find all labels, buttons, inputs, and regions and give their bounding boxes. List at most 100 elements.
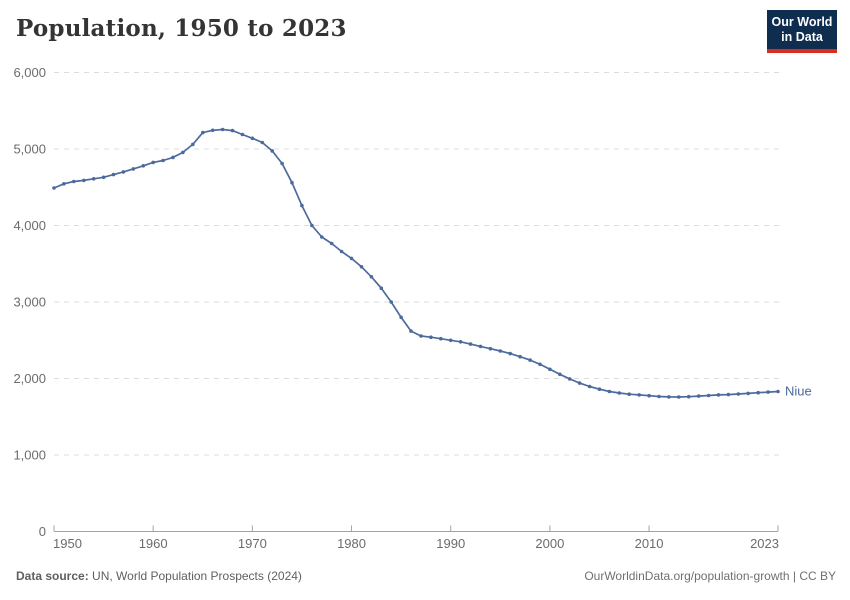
data-point-2016 <box>706 393 711 398</box>
data-point-1986 <box>409 329 413 333</box>
data-point-1968 <box>230 128 235 133</box>
data-point-1996 <box>508 351 512 356</box>
x-tick-label-1990: 1990 <box>436 536 465 551</box>
data-point-1997 <box>518 354 522 359</box>
data-point-1956 <box>111 172 116 177</box>
data-point-1951 <box>62 182 66 186</box>
data-source-text: UN, World Population Prospects (2024) <box>88 569 302 583</box>
data-point-2005 <box>597 387 602 392</box>
data-point-2021 <box>756 390 760 395</box>
data-point-1980 <box>349 256 354 261</box>
data-source-label: Data source: <box>16 569 89 583</box>
x-tick-label-1960: 1960 <box>139 536 168 551</box>
owid-logo-line1: Our World <box>771 15 833 29</box>
data-point-1977 <box>320 235 324 239</box>
data-point-1966 <box>210 128 215 133</box>
data-point-1961 <box>161 158 165 163</box>
data-point-1994 <box>488 346 493 351</box>
y-axis-tick-labels: 0 1,000 2,000 3,000 4,000 5,000 6,000 <box>13 65 46 539</box>
data-point-2003 <box>577 381 582 385</box>
population-line <box>53 128 779 398</box>
data-point-1971 <box>260 140 265 145</box>
y-tick-label-6,000: 6,000 <box>13 65 46 80</box>
data-point-2023 <box>776 389 780 394</box>
data-point-2006 <box>607 389 612 394</box>
data-point-1989 <box>439 336 443 341</box>
y-tick-label-0: 0 <box>39 524 46 539</box>
data-point-2009 <box>637 393 641 397</box>
chart-footer: Data source: UN, World Population Prospe… <box>0 569 850 589</box>
x-tick-label-2010: 2010 <box>635 536 664 551</box>
data-point-1952 <box>72 179 76 184</box>
data-point-2020 <box>746 391 750 396</box>
data-point-2014 <box>686 394 691 399</box>
data-point-1988 <box>429 335 433 340</box>
data-point-1999 <box>538 362 542 367</box>
data-point-2018 <box>726 392 731 397</box>
data-point-1972 <box>270 149 275 153</box>
data-point-1992 <box>468 342 473 346</box>
x-axis-tick-labels: 1950 1960 1970 1980 1990 2000 2010 2023 <box>53 536 779 551</box>
data-point-1954 <box>91 177 96 181</box>
chart-title: Population, 1950 to 2023 <box>16 15 347 42</box>
data-point-1974 <box>290 180 294 185</box>
data-point-1955 <box>101 175 106 180</box>
series-end-label-niue: Niue <box>785 384 812 399</box>
data-point-2012 <box>667 395 671 399</box>
x-axis <box>53 525 779 532</box>
data-point-2013 <box>677 395 681 399</box>
data-point-1973 <box>280 161 284 166</box>
owid-logo: Our World in Data <box>767 10 837 53</box>
credit-line: OurWorldinData.org/population-growth | C… <box>584 569 836 583</box>
data-point-2007 <box>617 391 622 395</box>
owid-logo-line2: in Data <box>781 30 823 44</box>
data-point-1957 <box>121 170 126 174</box>
y-tick-label-5,000: 5,000 <box>13 142 46 157</box>
y-tick-label-3,000: 3,000 <box>13 295 46 310</box>
y-tick-label-4,000: 4,000 <box>13 218 46 233</box>
data-point-1993 <box>478 344 483 349</box>
data-point-1965 <box>201 130 205 135</box>
data-point-2015 <box>696 394 701 398</box>
x-tick-label-1980: 1980 <box>337 536 366 551</box>
data-point-1963 <box>181 150 185 155</box>
data-point-1981 <box>359 265 364 269</box>
x-tick-label-1970: 1970 <box>238 536 267 551</box>
gridlines <box>54 72 780 456</box>
data-source-note: Data source: UN, World Population Prospe… <box>16 569 302 583</box>
data-point-1964 <box>191 142 195 147</box>
data-point-2000 <box>548 367 552 372</box>
data-point-1990 <box>448 338 453 343</box>
data-point-2022 <box>766 390 770 394</box>
data-point-1953 <box>82 178 86 183</box>
y-tick-label-2,000: 2,000 <box>13 371 46 386</box>
data-point-1959 <box>141 164 146 168</box>
data-point-2001 <box>558 372 562 377</box>
data-point-1960 <box>151 160 155 165</box>
data-point-1969 <box>240 132 245 137</box>
x-tick-label-2023: 2023 <box>750 536 779 551</box>
data-point-1967 <box>220 127 225 132</box>
x-tick-label-1950: 1950 <box>53 536 82 551</box>
data-point-1976 <box>310 223 314 228</box>
data-point-2002 <box>567 377 572 381</box>
data-point-1995 <box>498 349 503 353</box>
data-point-1975 <box>300 203 304 208</box>
data-point-2010 <box>647 393 651 398</box>
data-point-1962 <box>171 155 175 160</box>
data-point-2017 <box>716 393 721 397</box>
y-tick-label-1,000: 1,000 <box>13 448 46 463</box>
data-point-1998 <box>528 358 532 362</box>
data-point-2004 <box>587 384 592 389</box>
data-point-1985 <box>399 315 403 320</box>
data-point-1987 <box>419 334 423 338</box>
data-series-niue <box>52 127 780 399</box>
data-point-1950 <box>52 186 56 190</box>
x-tick-label-2000: 2000 <box>535 536 564 551</box>
data-point-1991 <box>458 340 463 344</box>
data-point-2008 <box>627 392 631 397</box>
data-point-1984 <box>389 300 394 304</box>
data-point-1978 <box>329 241 334 246</box>
